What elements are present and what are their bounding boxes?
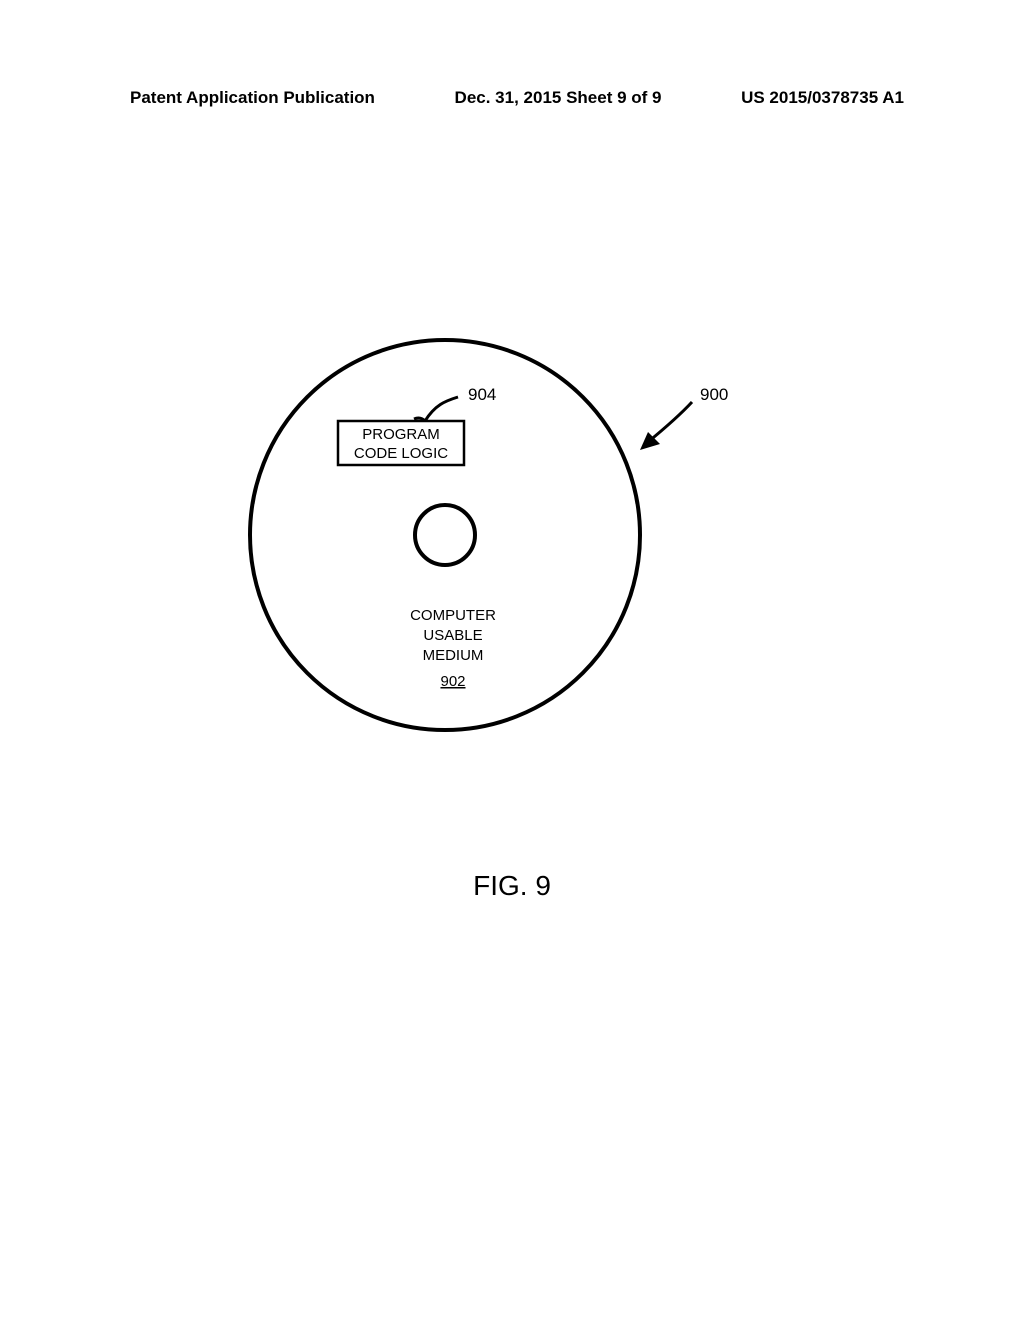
header-left: Patent Application Publication (130, 88, 375, 108)
medium-line2: USABLE (423, 627, 482, 644)
ref-900-text: 900 (700, 385, 728, 404)
medium-number: 902 (440, 673, 465, 690)
figure-caption: FIG. 9 (0, 870, 1024, 902)
figure-container: PROGRAM CODE LOGIC 904 900 COMPUTER USA (210, 300, 810, 785)
header-center: Dec. 31, 2015 Sheet 9 of 9 (455, 88, 662, 108)
ref-904-text: 904 (468, 385, 496, 404)
medium-line3: MEDIUM (423, 647, 484, 664)
disc-inner (415, 505, 475, 565)
ref-900: 900 (640, 385, 728, 450)
medium-line1: COMPUTER (410, 607, 496, 624)
leader-900 (648, 402, 692, 442)
page: Patent Application Publication Dec. 31, … (0, 0, 1024, 1320)
figure-svg: PROGRAM CODE LOGIC 904 900 COMPUTER USA (210, 300, 810, 780)
program-text-2: CODE LOGIC (354, 445, 448, 462)
program-text-1: PROGRAM (362, 426, 440, 443)
page-header: Patent Application Publication Dec. 31, … (0, 88, 1024, 108)
header-right: US 2015/0378735 A1 (741, 88, 904, 108)
program-code-logic-box: PROGRAM CODE LOGIC (338, 421, 464, 465)
